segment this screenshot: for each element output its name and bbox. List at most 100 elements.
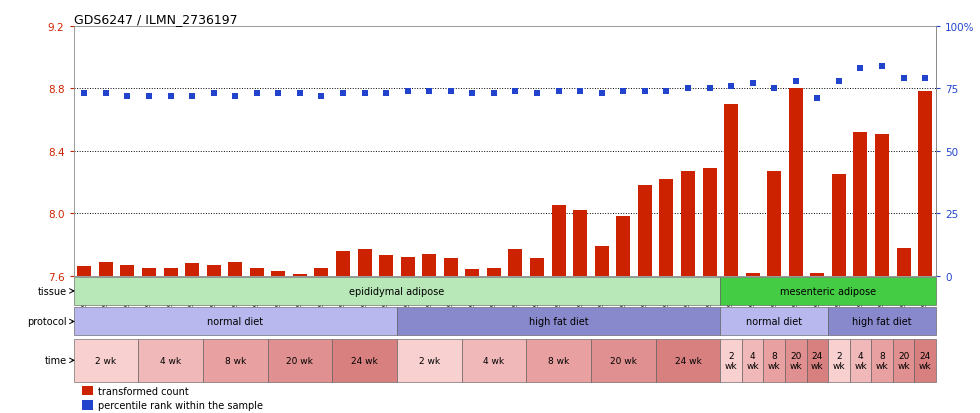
Bar xyxy=(401,257,415,276)
Bar xyxy=(228,262,242,276)
Bar xyxy=(462,339,526,382)
Text: mesenteric adipose: mesenteric adipose xyxy=(780,286,876,296)
Bar xyxy=(893,339,914,382)
Text: 2
wk: 2 wk xyxy=(833,351,845,370)
Text: high fat diet: high fat diet xyxy=(529,317,588,327)
Point xyxy=(853,66,868,73)
Point xyxy=(551,88,566,95)
Bar xyxy=(807,339,828,382)
Bar xyxy=(591,339,656,382)
Bar xyxy=(207,265,220,276)
Text: 2
wk: 2 wk xyxy=(725,351,737,370)
Text: epididymal adipose: epididymal adipose xyxy=(349,286,445,296)
Text: GDS6247 / ILMN_2736197: GDS6247 / ILMN_2736197 xyxy=(74,13,237,26)
Bar xyxy=(315,268,328,276)
Point xyxy=(508,88,523,95)
Text: 2 wk: 2 wk xyxy=(418,356,440,365)
Point xyxy=(292,91,308,97)
Bar xyxy=(332,339,397,382)
Bar xyxy=(99,262,113,276)
Text: 8 wk: 8 wk xyxy=(548,356,569,365)
Bar xyxy=(720,308,828,336)
Bar xyxy=(785,339,807,382)
Point xyxy=(809,96,825,102)
Point xyxy=(335,91,351,97)
Bar xyxy=(742,339,763,382)
Bar xyxy=(487,268,501,276)
Bar xyxy=(74,277,720,305)
Text: 20
wk: 20 wk xyxy=(790,351,802,370)
Point xyxy=(400,88,416,95)
Point xyxy=(120,93,135,100)
Text: high fat diet: high fat diet xyxy=(853,317,911,327)
Text: 24
wk: 24 wk xyxy=(919,351,931,370)
Bar xyxy=(379,256,393,276)
Bar xyxy=(854,133,867,276)
Point xyxy=(76,91,92,97)
Bar xyxy=(138,339,203,382)
Bar xyxy=(810,273,824,276)
Bar xyxy=(552,206,565,276)
Bar xyxy=(595,247,609,276)
Text: 4
wk: 4 wk xyxy=(747,351,759,370)
Text: normal diet: normal diet xyxy=(207,317,264,327)
Bar xyxy=(74,339,138,382)
Bar xyxy=(77,267,91,276)
Bar xyxy=(530,259,544,276)
Point xyxy=(745,81,760,88)
Point xyxy=(874,64,890,70)
Bar xyxy=(293,274,307,276)
Bar xyxy=(573,211,587,276)
Point xyxy=(486,91,502,97)
Bar xyxy=(185,263,199,276)
Point xyxy=(184,93,200,100)
Point xyxy=(637,88,653,95)
Bar xyxy=(164,268,177,276)
Bar xyxy=(767,172,781,276)
Bar xyxy=(720,339,742,382)
Bar xyxy=(121,265,134,276)
Bar xyxy=(82,386,93,395)
Point xyxy=(357,91,372,97)
Point xyxy=(572,88,588,95)
Bar xyxy=(616,217,630,276)
Text: tissue: tissue xyxy=(37,286,67,296)
Text: 8
wk: 8 wk xyxy=(876,351,888,370)
Text: 8
wk: 8 wk xyxy=(768,351,780,370)
Bar xyxy=(875,134,889,276)
Point xyxy=(896,76,911,83)
Bar xyxy=(358,249,371,276)
Bar xyxy=(397,308,720,336)
Point xyxy=(702,86,717,93)
Bar xyxy=(509,249,522,276)
Point xyxy=(465,91,480,97)
Bar xyxy=(142,268,156,276)
Point xyxy=(443,88,459,95)
Bar xyxy=(763,339,785,382)
Bar xyxy=(444,259,458,276)
Point xyxy=(249,91,265,97)
Bar xyxy=(832,175,846,276)
Bar xyxy=(638,186,652,276)
Text: 24 wk: 24 wk xyxy=(674,356,702,365)
Bar xyxy=(724,105,738,276)
Bar xyxy=(914,339,936,382)
Bar xyxy=(789,89,803,276)
Point xyxy=(378,91,394,97)
Text: 4 wk: 4 wk xyxy=(483,356,505,365)
Text: normal diet: normal diet xyxy=(746,317,803,327)
Bar xyxy=(271,271,285,276)
Point xyxy=(917,76,933,83)
Point xyxy=(206,91,221,97)
Text: time: time xyxy=(44,356,67,366)
Bar xyxy=(82,400,93,410)
Bar xyxy=(703,169,716,276)
Bar xyxy=(828,308,936,336)
Bar xyxy=(656,339,720,382)
Bar xyxy=(681,172,695,276)
Text: 24 wk: 24 wk xyxy=(351,356,378,365)
Bar xyxy=(203,339,268,382)
Text: 4 wk: 4 wk xyxy=(160,356,181,365)
Text: protocol: protocol xyxy=(27,317,67,327)
Text: transformed count: transformed count xyxy=(98,386,188,396)
